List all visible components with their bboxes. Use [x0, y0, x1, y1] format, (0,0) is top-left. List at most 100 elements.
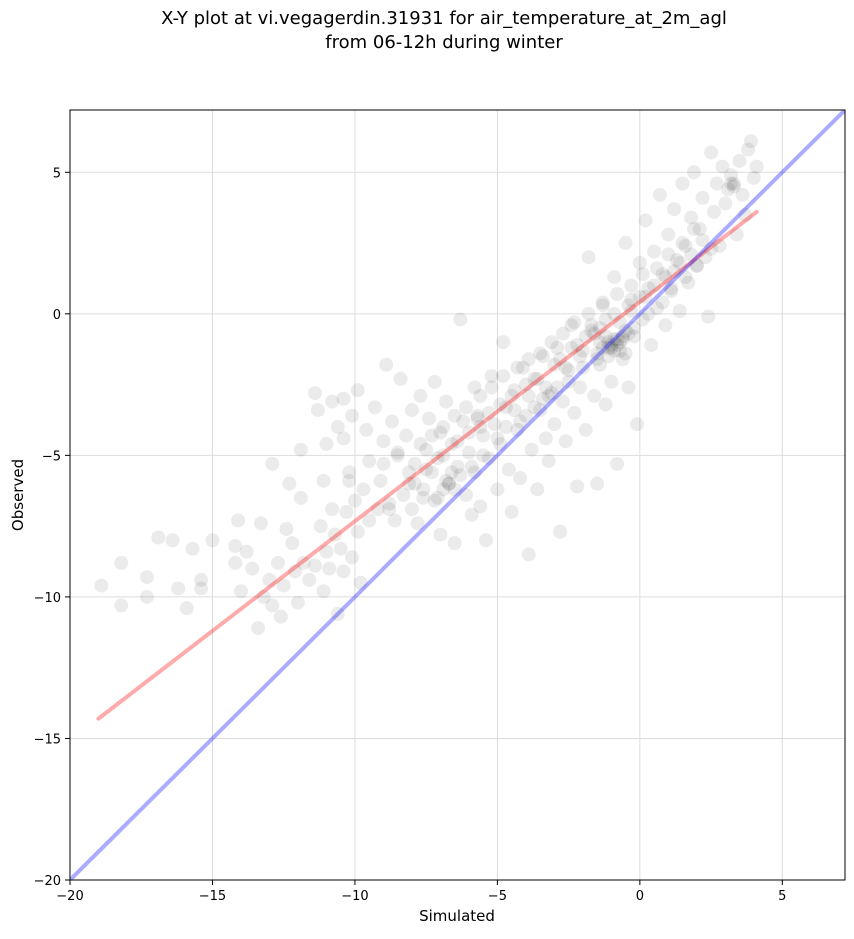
data-point [647, 278, 662, 293]
data-point [185, 541, 200, 556]
data-point [558, 434, 573, 449]
data-point [681, 275, 696, 290]
data-point [658, 270, 673, 285]
data-point [441, 476, 456, 491]
data-point [325, 502, 340, 517]
data-point [481, 405, 496, 420]
data-point [638, 289, 653, 304]
data-point [330, 420, 345, 435]
data-point [538, 380, 553, 395]
data-point [296, 555, 311, 570]
data-point [530, 482, 545, 497]
data-point [404, 502, 419, 517]
data-point [607, 343, 622, 358]
data-point [453, 312, 468, 327]
data-point [704, 241, 719, 256]
grid-lines [69, 110, 845, 881]
reference-lines [70, 110, 845, 880]
data-point [541, 388, 556, 403]
data-point [473, 499, 488, 514]
data-point [496, 369, 511, 384]
data-point [470, 411, 485, 426]
data-point [430, 490, 445, 505]
data-point [553, 352, 568, 367]
x-tick-label: −10 [341, 889, 368, 904]
data-point [675, 176, 690, 191]
data-point [476, 448, 491, 463]
data-point [139, 589, 154, 604]
data-point [738, 207, 753, 222]
data-point [316, 584, 331, 599]
data-point [704, 145, 719, 160]
data-point [590, 346, 605, 361]
data-point [481, 451, 496, 466]
data-point [564, 340, 579, 355]
data-point [527, 371, 542, 386]
data-point [336, 391, 351, 406]
data-point [649, 261, 664, 276]
data-point [675, 236, 690, 251]
data-point [273, 609, 288, 624]
data-point [630, 417, 645, 432]
data-point [367, 400, 382, 415]
data-point [379, 357, 394, 372]
data-point [233, 584, 248, 599]
data-point [293, 442, 308, 457]
data-point [513, 414, 528, 429]
data-point [444, 437, 459, 452]
data-point [493, 437, 508, 452]
data-point [416, 490, 431, 505]
data-point [595, 340, 610, 355]
data-point [510, 360, 525, 375]
data-point [353, 575, 368, 590]
data-point [741, 142, 756, 157]
data-point [516, 360, 531, 375]
data-point [376, 456, 391, 471]
data-point [749, 159, 764, 174]
data-point [544, 386, 559, 401]
y-tick-label: −10 [34, 591, 61, 606]
data-point [279, 521, 294, 536]
data-point [424, 428, 439, 443]
data-point [94, 578, 109, 593]
data-point [179, 601, 194, 616]
data-point [649, 301, 664, 316]
x-tick-label: 0 [636, 889, 644, 904]
data-point [561, 374, 576, 389]
data-point [362, 513, 377, 528]
data-point [661, 247, 676, 262]
data-point [521, 388, 536, 403]
data-point [735, 187, 750, 202]
data-point [498, 400, 513, 415]
data-point [550, 340, 565, 355]
data-point [581, 250, 596, 265]
data-point [478, 533, 493, 548]
data-point [139, 570, 154, 585]
data-point [652, 187, 667, 202]
data-point [490, 431, 505, 446]
data-point [171, 581, 186, 596]
data-point [402, 465, 417, 480]
regression-line [96, 209, 759, 721]
data-point [333, 541, 348, 556]
data-point [521, 547, 536, 562]
data-point [393, 371, 408, 386]
data-point [194, 572, 209, 587]
data-point [325, 394, 340, 409]
data-point [194, 581, 209, 596]
data-point [464, 459, 479, 474]
data-point [436, 482, 451, 497]
data-point [410, 516, 425, 531]
data-point [373, 473, 388, 488]
data-point [564, 318, 579, 333]
data-point [407, 456, 422, 471]
data-point [627, 320, 642, 335]
scatter-points [94, 134, 764, 636]
data-point [453, 468, 468, 483]
data-point [726, 179, 741, 194]
data-point [555, 394, 570, 409]
data-point [518, 377, 533, 392]
y-tick-label: −5 [42, 449, 61, 464]
